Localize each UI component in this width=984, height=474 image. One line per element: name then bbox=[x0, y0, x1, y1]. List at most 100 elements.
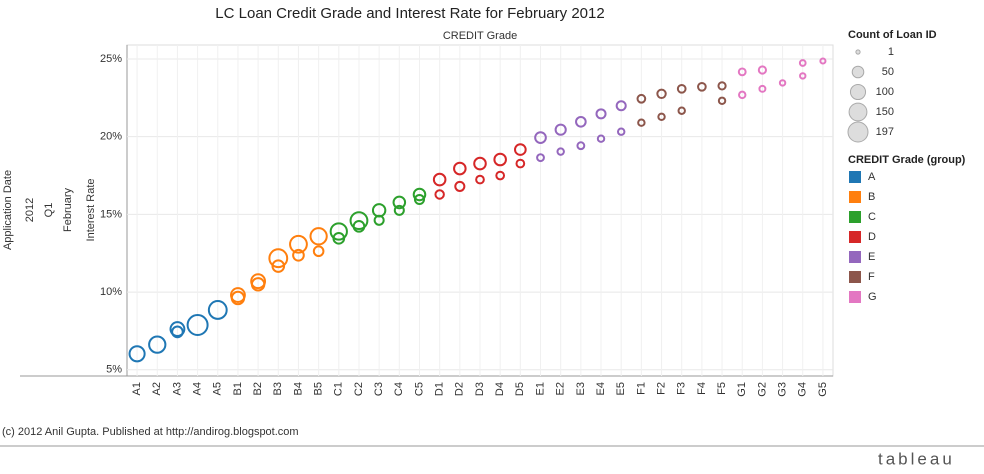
bubble bbox=[289, 234, 308, 254]
bubble bbox=[169, 321, 186, 337]
bubble bbox=[250, 273, 267, 290]
bubble bbox=[576, 141, 586, 151]
color-legend-title: CREDIT Grade (group) bbox=[848, 154, 966, 166]
x-tick-label: G4 bbox=[797, 382, 809, 397]
bubble bbox=[413, 193, 426, 205]
x-tick-label: D2 bbox=[454, 382, 466, 396]
legend-swatch bbox=[849, 271, 861, 283]
bubble bbox=[819, 57, 827, 65]
bubble bbox=[514, 143, 527, 156]
bubble bbox=[799, 72, 807, 80]
y-tick-label: 5% bbox=[106, 364, 122, 376]
bubble bbox=[454, 180, 466, 192]
x-tick-label: A5 bbox=[212, 382, 224, 395]
bubble bbox=[656, 88, 667, 100]
chart-title: LC Loan Credit Grade and Interest Rate f… bbox=[215, 5, 604, 22]
x-tick-label: C2 bbox=[353, 382, 365, 396]
bubble bbox=[615, 100, 627, 112]
bubble bbox=[798, 59, 807, 67]
y-axis-label: Interest Rate bbox=[85, 179, 97, 242]
x-tick-label: D1 bbox=[434, 382, 446, 396]
x-tick-label: G1 bbox=[736, 382, 748, 397]
column-header: CREDIT Grade bbox=[443, 30, 517, 42]
row-header: February bbox=[62, 187, 74, 232]
bubble bbox=[250, 277, 266, 292]
size-legend-mark bbox=[851, 65, 865, 79]
bubble bbox=[536, 153, 545, 163]
x-tick-label: F3 bbox=[676, 382, 688, 395]
x-tick-label: C3 bbox=[373, 382, 385, 396]
bubble bbox=[778, 79, 787, 87]
row-header: 2012 bbox=[24, 198, 36, 222]
x-tick-label: D3 bbox=[474, 382, 486, 396]
logo: tableau bbox=[878, 449, 955, 468]
bubble bbox=[697, 81, 707, 92]
y-tick-label: 25% bbox=[100, 53, 122, 65]
x-tick-label: D4 bbox=[494, 382, 506, 396]
bubble bbox=[554, 123, 567, 136]
bubble bbox=[309, 227, 328, 246]
bubble bbox=[128, 345, 146, 363]
bubble bbox=[534, 131, 547, 144]
x-tick-label: A4 bbox=[192, 382, 204, 395]
bubble bbox=[493, 152, 507, 167]
bubble bbox=[738, 90, 747, 100]
x-tick-label: C4 bbox=[393, 382, 405, 396]
size-legend-label: 100 bbox=[876, 86, 894, 98]
bubble bbox=[230, 287, 246, 303]
legend-swatch bbox=[849, 211, 861, 223]
bubble bbox=[717, 81, 727, 91]
legend-swatch bbox=[849, 191, 861, 203]
bubble bbox=[737, 67, 747, 77]
y-tick-label: 10% bbox=[100, 286, 122, 298]
bubble bbox=[332, 231, 346, 245]
x-tick-label: B5 bbox=[313, 382, 325, 395]
bubble bbox=[757, 65, 767, 75]
y-tick-label: 15% bbox=[100, 208, 122, 220]
bubble bbox=[677, 106, 686, 115]
y-tick-label: 20% bbox=[100, 131, 122, 143]
x-tick-label: C5 bbox=[413, 382, 425, 396]
size-legend-label: 1 bbox=[888, 46, 894, 58]
size-legend-title: Count of Loan ID bbox=[848, 29, 937, 41]
x-tick-label: B4 bbox=[292, 382, 304, 395]
x-tick-label: B1 bbox=[232, 382, 244, 395]
legend-swatch bbox=[849, 291, 861, 303]
legend-label: G bbox=[868, 291, 877, 303]
x-tick-label: C1 bbox=[333, 382, 345, 396]
size-legend-mark bbox=[855, 49, 861, 55]
bubble bbox=[758, 84, 767, 93]
x-tick-label: B3 bbox=[272, 382, 284, 395]
bubble bbox=[148, 335, 167, 354]
x-tick-label: G5 bbox=[817, 382, 829, 397]
legend-label: C bbox=[868, 211, 876, 223]
x-tick-label: E3 bbox=[575, 382, 587, 395]
size-legend-mark bbox=[848, 102, 868, 122]
legend-label: B bbox=[868, 191, 875, 203]
bubble bbox=[616, 127, 626, 136]
bubble bbox=[392, 195, 407, 210]
size-legend-mark bbox=[849, 83, 867, 101]
size-legend-label: 197 bbox=[876, 126, 894, 138]
bubble bbox=[475, 174, 485, 185]
bubble bbox=[373, 214, 385, 226]
bubble bbox=[575, 115, 587, 128]
bubble bbox=[352, 220, 366, 233]
bubble bbox=[312, 245, 325, 258]
bubble bbox=[637, 118, 646, 127]
x-tick-label: G3 bbox=[776, 382, 788, 397]
bubble bbox=[515, 158, 526, 169]
x-tick-label: E5 bbox=[615, 382, 627, 395]
bubble bbox=[349, 211, 369, 231]
legend-swatch bbox=[849, 231, 861, 243]
bubble bbox=[596, 134, 606, 143]
x-tick-label: B2 bbox=[252, 382, 264, 395]
legend-label: E bbox=[868, 251, 875, 263]
bubble bbox=[230, 290, 246, 306]
bubble bbox=[495, 170, 506, 181]
bubble bbox=[292, 248, 305, 262]
bubble bbox=[434, 189, 445, 200]
bubble bbox=[556, 147, 565, 156]
bubble bbox=[329, 222, 348, 241]
